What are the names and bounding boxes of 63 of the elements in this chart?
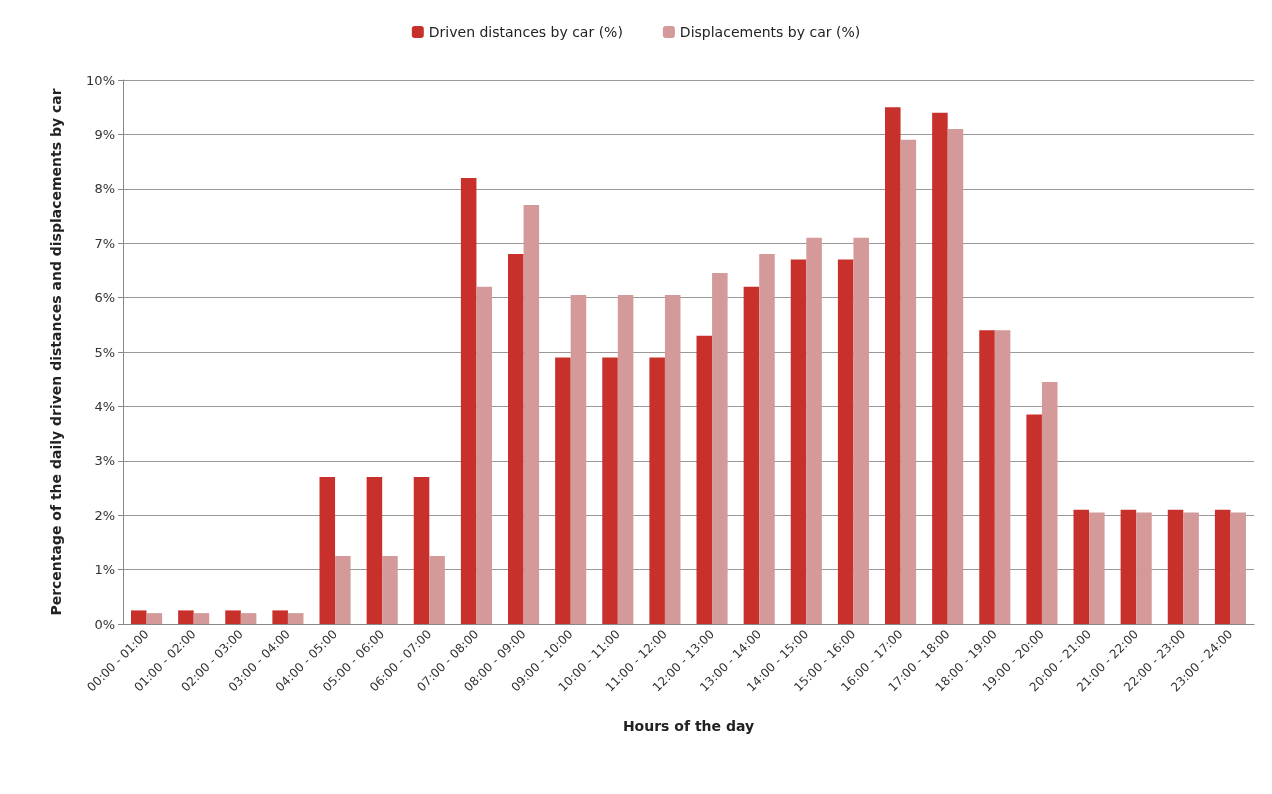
bar — [664, 294, 681, 624]
bar — [932, 112, 948, 624]
bar — [1026, 414, 1042, 624]
x-axis-title: Hours of the day — [622, 718, 755, 734]
y-tick-label: 2% — [94, 507, 115, 523]
y-tick-label: 5% — [94, 344, 115, 360]
bar — [287, 613, 304, 624]
bar — [1073, 509, 1090, 624]
bar — [743, 286, 760, 624]
y-axis-title: Percentage of the daily driven distances and displacements by car — [48, 88, 64, 616]
bar — [1136, 512, 1152, 624]
bar — [759, 254, 775, 624]
bar — [885, 107, 901, 624]
bar — [382, 556, 398, 624]
bar — [131, 610, 147, 624]
bar — [712, 273, 728, 624]
bar — [523, 205, 540, 624]
bar — [947, 128, 964, 624]
bar — [790, 259, 807, 624]
bar — [476, 286, 492, 624]
bar — [617, 294, 634, 624]
y-tick-label: 4% — [94, 398, 115, 414]
bar — [1167, 509, 1184, 624]
bar — [1183, 512, 1199, 624]
bar — [570, 294, 587, 624]
bar — [1120, 509, 1137, 624]
bar — [460, 177, 477, 624]
bar — [853, 237, 869, 624]
bar — [272, 610, 288, 624]
bar — [696, 335, 713, 624]
bar — [1089, 512, 1105, 624]
bar — [806, 237, 822, 624]
bar — [649, 357, 665, 624]
bar — [413, 477, 430, 624]
bar — [994, 330, 1011, 624]
y-tick-label: 1% — [94, 562, 115, 578]
bar — [900, 139, 917, 624]
bar — [979, 330, 995, 624]
y-tick-label: 9% — [94, 126, 115, 142]
bar — [555, 357, 571, 624]
y-tick-label: 6% — [94, 290, 115, 306]
y-tick-label: 0% — [94, 616, 115, 632]
y-tick-label: 8% — [94, 181, 115, 197]
bar — [837, 259, 854, 624]
bar — [319, 477, 336, 624]
bar — [146, 613, 163, 624]
bar — [193, 613, 210, 624]
bar — [240, 613, 257, 624]
bar — [178, 610, 194, 624]
legend-label: Driven distances by car (%) — [428, 24, 623, 40]
legend-label: Displacements by car (%) — [679, 24, 861, 40]
bar — [508, 254, 524, 624]
bar — [1230, 512, 1246, 624]
y-tick-label: 7% — [94, 235, 115, 251]
bar — [1041, 381, 1058, 624]
bar — [335, 556, 351, 624]
bar — [429, 556, 445, 624]
y-tick-label: 10% — [86, 72, 115, 88]
bar — [366, 477, 383, 624]
bar — [1214, 509, 1231, 624]
bar — [225, 610, 241, 624]
y-tick-label: 3% — [94, 453, 115, 469]
bar — [602, 357, 618, 624]
